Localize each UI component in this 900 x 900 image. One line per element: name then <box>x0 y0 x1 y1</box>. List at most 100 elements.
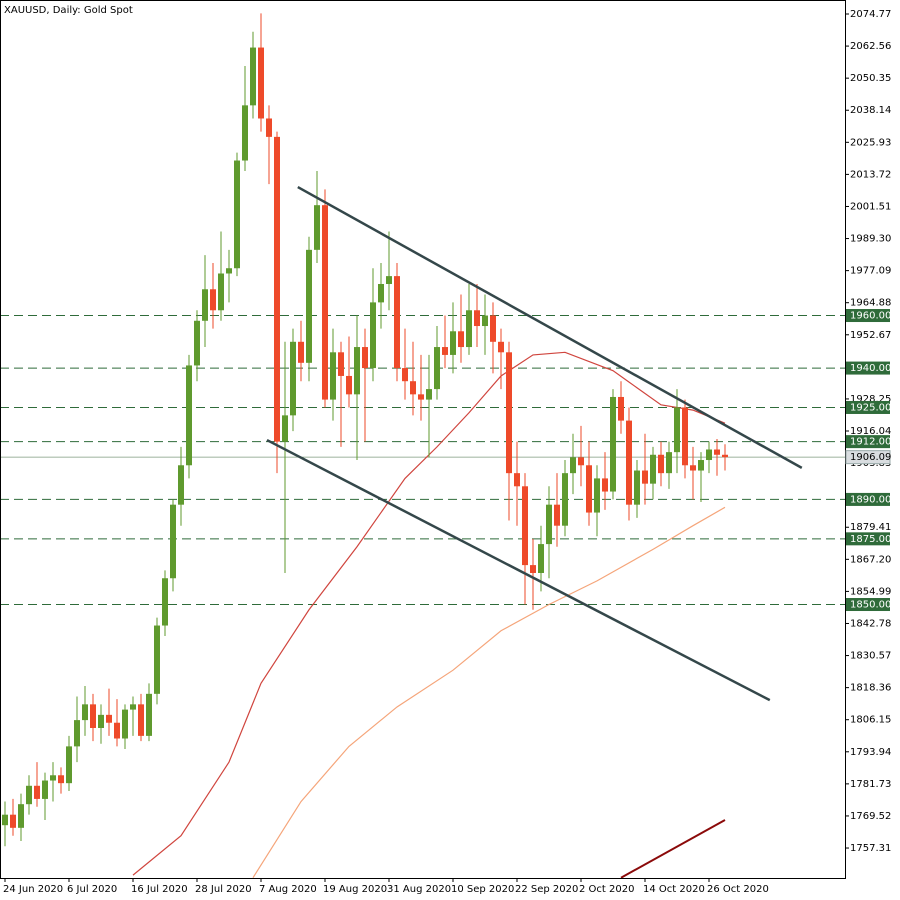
candle-body <box>490 315 496 342</box>
candle-body <box>250 47 256 106</box>
y-tick-label: 2050.35 <box>850 73 891 84</box>
candle-body <box>642 470 648 484</box>
candle-body <box>50 775 56 781</box>
y-tick-label: 2038.14 <box>850 105 891 116</box>
candle-body <box>154 625 160 694</box>
candle-body <box>450 331 456 355</box>
level-label-bg <box>846 532 890 546</box>
candle-body <box>562 473 568 526</box>
y-tick-label: 1842.78 <box>850 618 891 629</box>
y-tick-label: 2001.51 <box>850 201 891 212</box>
level-label-bg <box>846 400 890 414</box>
level-label-bg <box>846 492 890 506</box>
trendline <box>297 185 803 469</box>
candle-body <box>26 785 32 805</box>
candle-body <box>130 704 136 710</box>
last-price-label: 1906.09 <box>850 452 891 463</box>
candle-body <box>682 407 688 466</box>
candle-body <box>274 136 280 442</box>
candle-body <box>258 47 264 119</box>
y-tick-label: 1879.41 <box>850 522 891 533</box>
candle-body <box>666 452 672 474</box>
level-label-bg <box>846 435 890 449</box>
x-tick-label: 2 Oct 2020 <box>579 884 634 895</box>
candle-body <box>18 804 24 828</box>
y-tick-label: 1867.20 <box>850 554 891 565</box>
candle-body <box>314 205 320 250</box>
candle-body <box>634 470 640 505</box>
y-tick-label: 1854.99 <box>850 586 891 597</box>
level-label-bg <box>846 309 890 323</box>
candle-body <box>202 289 208 321</box>
candle-body <box>410 381 416 395</box>
candle-body <box>42 780 48 799</box>
candle-body <box>554 504 560 526</box>
candle-body <box>538 544 544 573</box>
candle-body <box>322 205 328 400</box>
candle-body <box>106 714 112 723</box>
level-label: 1875.00 <box>850 534 891 545</box>
candle-body <box>386 276 392 284</box>
candle-body <box>674 407 680 453</box>
candle-body <box>378 283 384 303</box>
candle-body <box>514 473 520 487</box>
y-tick-label: 2062.56 <box>850 41 891 52</box>
candle-body <box>170 504 176 579</box>
candle-body <box>442 347 448 355</box>
y-tick-label: 1781.73 <box>850 779 891 790</box>
last-price-bg <box>845 450 891 465</box>
x-tick-label: 26 Oct 2020 <box>707 884 769 895</box>
candle-body <box>578 457 584 466</box>
candle-body <box>362 347 368 369</box>
candle-body <box>218 273 224 311</box>
candle-body <box>98 714 104 728</box>
y-tick-label: 2013.72 <box>850 169 891 180</box>
x-tick-label: 16 Jul 2020 <box>131 884 188 895</box>
candle-body <box>242 105 248 161</box>
candle-body <box>506 352 512 474</box>
chart-title: XAUUSD, Daily: Gold Spot <box>4 5 133 16</box>
candle-body <box>330 352 336 400</box>
y-tick-label: 1964.88 <box>850 298 891 309</box>
moving-average <box>132 351 726 876</box>
candle-body <box>482 315 488 327</box>
y-tick-label: 1806.15 <box>850 715 891 726</box>
candle-body <box>602 478 608 492</box>
level-label: 1925.00 <box>850 402 891 413</box>
level-label-bg <box>846 361 890 375</box>
candle-body <box>338 352 344 376</box>
candle-body <box>706 449 712 461</box>
x-tick-label: 28 Jul 2020 <box>195 884 252 895</box>
candle-body <box>162 578 168 626</box>
candle-body <box>466 310 472 348</box>
y-tick-label: 1928.25 <box>850 394 891 405</box>
candle-body <box>282 415 288 442</box>
x-tick-label: 14 Oct 2020 <box>643 884 705 895</box>
candle-body <box>114 722 120 739</box>
candle-body <box>10 814 16 828</box>
candle-body <box>626 420 632 505</box>
candle-body <box>522 486 528 566</box>
y-tick-label: 2074.77 <box>850 9 891 20</box>
moving-average <box>620 819 726 879</box>
candle-body <box>418 394 424 400</box>
candle-body <box>498 341 504 353</box>
y-tick-label: 1977.09 <box>850 266 891 277</box>
moving-average <box>252 506 726 879</box>
y-tick-label: 1757.31 <box>850 843 891 854</box>
candle-body <box>370 302 376 369</box>
candle-body <box>58 775 64 784</box>
candle-body <box>690 465 696 471</box>
candle-body <box>290 341 296 416</box>
y-tick-label: 1769.52 <box>850 811 891 822</box>
candle-body <box>458 331 464 348</box>
candle-body <box>122 709 128 739</box>
level-label: 1890.00 <box>850 494 891 505</box>
candle-body <box>530 565 536 573</box>
y-tick-label: 1793.94 <box>850 747 891 758</box>
x-tick-label: 24 Jun 2020 <box>3 884 63 895</box>
candle-body <box>90 704 96 728</box>
candle-body <box>226 268 232 274</box>
candle-body <box>570 457 576 474</box>
